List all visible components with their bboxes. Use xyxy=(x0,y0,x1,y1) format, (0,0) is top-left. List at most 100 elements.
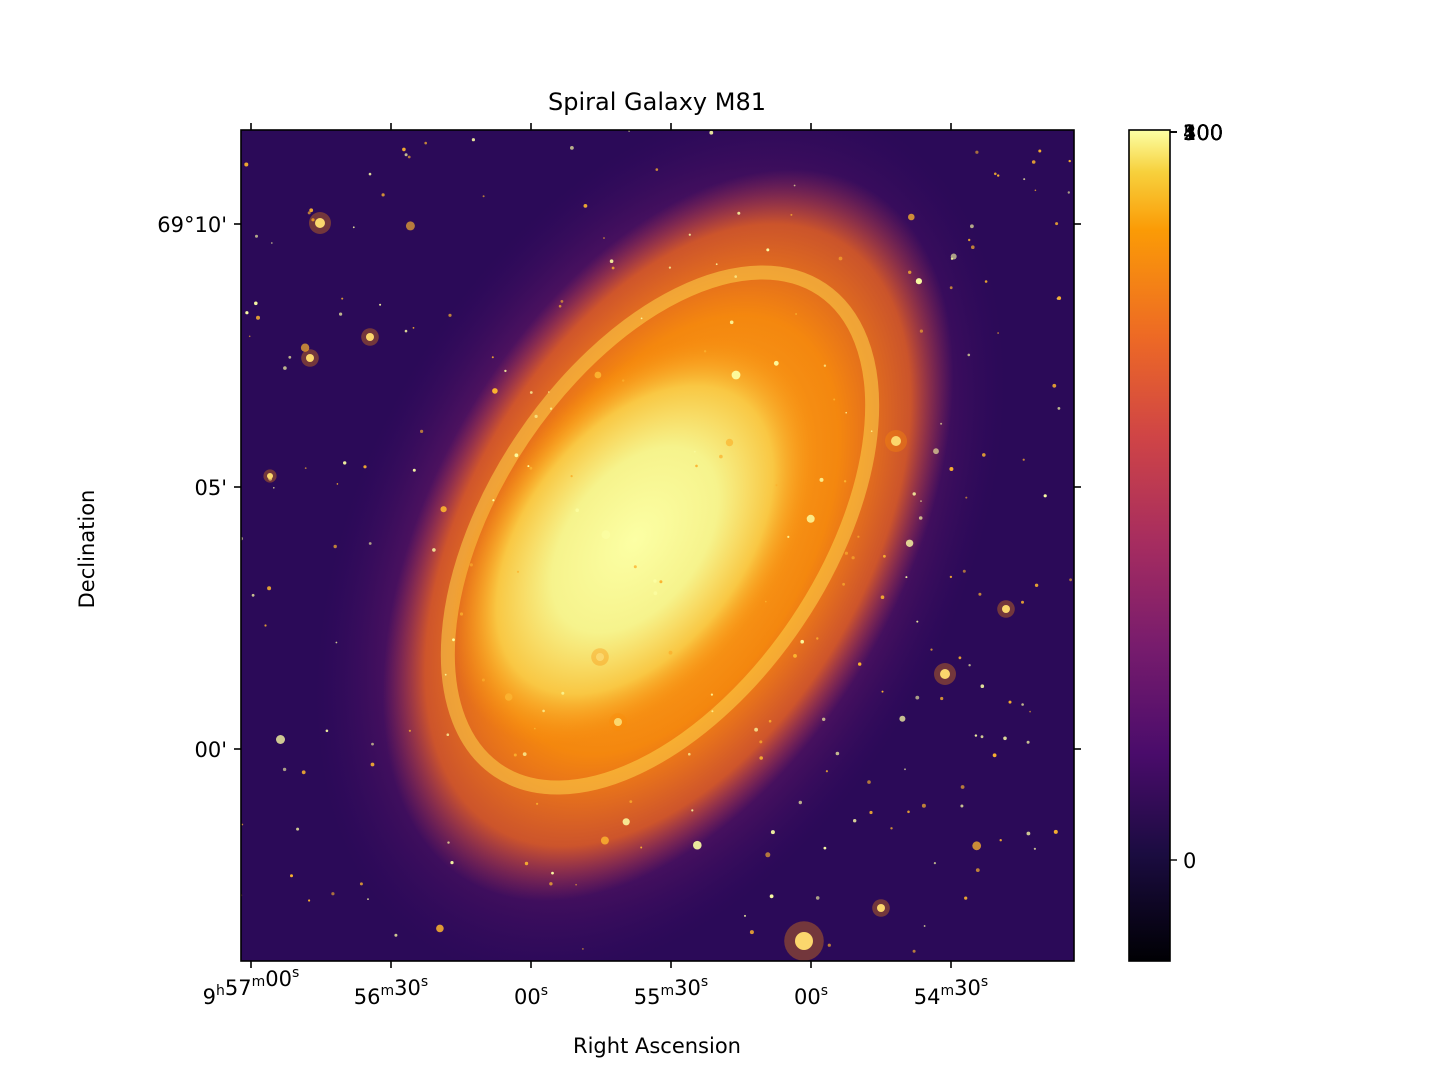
star xyxy=(542,709,545,713)
star xyxy=(870,430,873,433)
star xyxy=(968,664,971,667)
star xyxy=(890,827,893,830)
star xyxy=(609,259,614,264)
star xyxy=(471,138,475,142)
star xyxy=(823,364,827,367)
star xyxy=(710,693,714,696)
star xyxy=(905,576,908,579)
star xyxy=(853,819,857,823)
star xyxy=(869,810,873,815)
star xyxy=(915,695,920,700)
star xyxy=(402,147,406,152)
star xyxy=(404,153,408,157)
y-tick-label: 00' xyxy=(195,738,228,762)
star xyxy=(845,411,847,414)
star xyxy=(881,690,884,693)
star xyxy=(744,914,746,917)
x-tick-label: 54m30s xyxy=(914,974,988,1009)
star xyxy=(960,804,964,808)
bright-star xyxy=(891,436,901,446)
star xyxy=(653,579,657,583)
star xyxy=(255,234,258,238)
star xyxy=(359,882,363,886)
bright-star-glow xyxy=(591,648,609,666)
star xyxy=(737,211,741,215)
star xyxy=(534,727,536,730)
star xyxy=(368,542,372,545)
star xyxy=(999,839,1002,842)
star xyxy=(600,836,609,845)
star xyxy=(867,780,871,784)
y-tick-label: 69°10' xyxy=(157,213,227,237)
bright-star xyxy=(596,653,604,661)
star xyxy=(921,803,926,808)
star xyxy=(965,496,968,499)
star xyxy=(806,514,815,523)
star xyxy=(527,465,530,468)
star xyxy=(827,943,831,947)
star xyxy=(1021,703,1024,706)
star xyxy=(341,297,344,300)
star xyxy=(880,595,885,599)
star xyxy=(1033,847,1036,850)
bright-star-glow xyxy=(885,430,907,452)
star xyxy=(412,327,415,329)
image-frame xyxy=(240,129,1075,962)
star xyxy=(997,174,1000,177)
star xyxy=(640,846,643,849)
star xyxy=(933,862,937,865)
star xyxy=(1052,383,1057,388)
star xyxy=(251,593,255,597)
star xyxy=(949,467,954,471)
star xyxy=(309,208,314,213)
x-tick-label: 00s xyxy=(514,983,548,1009)
star xyxy=(1026,740,1030,744)
star xyxy=(1023,178,1026,181)
star xyxy=(709,130,714,135)
star xyxy=(582,948,584,950)
star xyxy=(974,734,978,737)
star xyxy=(1068,159,1071,163)
star xyxy=(575,883,577,886)
star xyxy=(958,656,962,660)
star xyxy=(331,892,335,896)
star xyxy=(766,248,770,252)
colorbar-tick-label: 200 xyxy=(1183,121,1223,145)
star xyxy=(300,343,310,352)
star xyxy=(444,673,447,676)
y-axis: 69°10' 05' 00' xyxy=(157,213,1081,762)
star xyxy=(254,301,258,306)
star xyxy=(549,407,553,410)
star xyxy=(659,580,663,584)
star xyxy=(984,280,988,283)
galaxy-image xyxy=(241,130,1074,961)
star xyxy=(978,592,982,596)
star xyxy=(768,719,772,723)
star xyxy=(759,740,763,744)
star xyxy=(394,933,398,937)
star xyxy=(668,266,672,269)
star xyxy=(301,770,306,775)
y-axis-label: Declination xyxy=(75,490,99,609)
star xyxy=(622,818,630,826)
star xyxy=(469,563,473,567)
bright-star-glow xyxy=(934,663,956,685)
galaxy-core xyxy=(450,334,820,746)
star xyxy=(905,539,914,547)
star xyxy=(633,565,637,569)
star xyxy=(823,846,827,850)
star xyxy=(844,551,849,555)
star xyxy=(918,516,923,520)
star xyxy=(800,639,804,644)
star xyxy=(304,467,307,469)
star xyxy=(270,242,273,244)
star xyxy=(1038,149,1042,153)
star xyxy=(734,275,737,278)
star xyxy=(835,751,840,756)
star xyxy=(1021,600,1024,604)
star xyxy=(930,648,933,651)
star xyxy=(448,313,452,317)
bright-star-glow xyxy=(784,921,824,961)
star xyxy=(793,184,796,187)
star xyxy=(551,871,554,875)
